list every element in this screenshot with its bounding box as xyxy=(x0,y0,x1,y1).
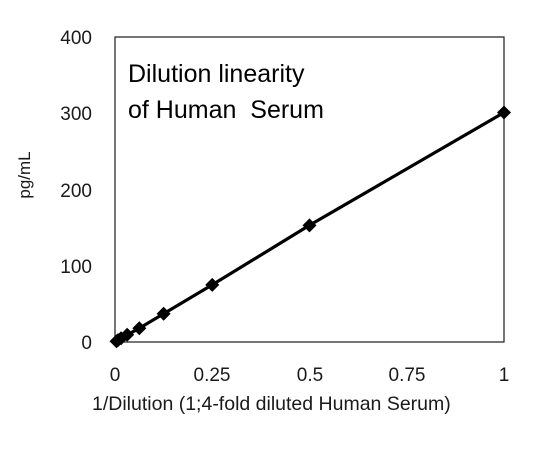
x-tick-label: 0 xyxy=(110,365,121,386)
y-tick-label: 400 xyxy=(60,28,92,49)
y-tick-label: 0 xyxy=(81,333,92,354)
x-tick-label: 1 xyxy=(499,365,510,386)
data-point-marker xyxy=(205,277,220,292)
y-tick-label: 200 xyxy=(60,181,92,202)
data-point-marker xyxy=(114,331,129,346)
x-tick-label: 0.25 xyxy=(194,365,231,386)
plot-area-frame xyxy=(114,36,505,343)
chart-title-line-1: Dilution linearity xyxy=(128,60,305,88)
y-axis-label: pg/mL xyxy=(15,151,34,198)
data-point-marker xyxy=(156,306,171,321)
chart-title-line-2: of Human Serum xyxy=(128,96,324,124)
data-point-marker xyxy=(132,321,147,336)
x-axis-label: 1/Dilution (1;4-fold diluted Human Serum… xyxy=(92,393,451,415)
y-tick-label: 300 xyxy=(60,104,92,125)
x-tick-label: 0.75 xyxy=(389,365,426,386)
data-point-marker xyxy=(497,105,511,120)
y-tick-label: 100 xyxy=(60,257,92,278)
data-point-marker xyxy=(302,218,317,233)
series-layer xyxy=(109,105,511,349)
x-tick-label: 0.5 xyxy=(297,365,323,386)
data-point-marker xyxy=(120,327,135,342)
